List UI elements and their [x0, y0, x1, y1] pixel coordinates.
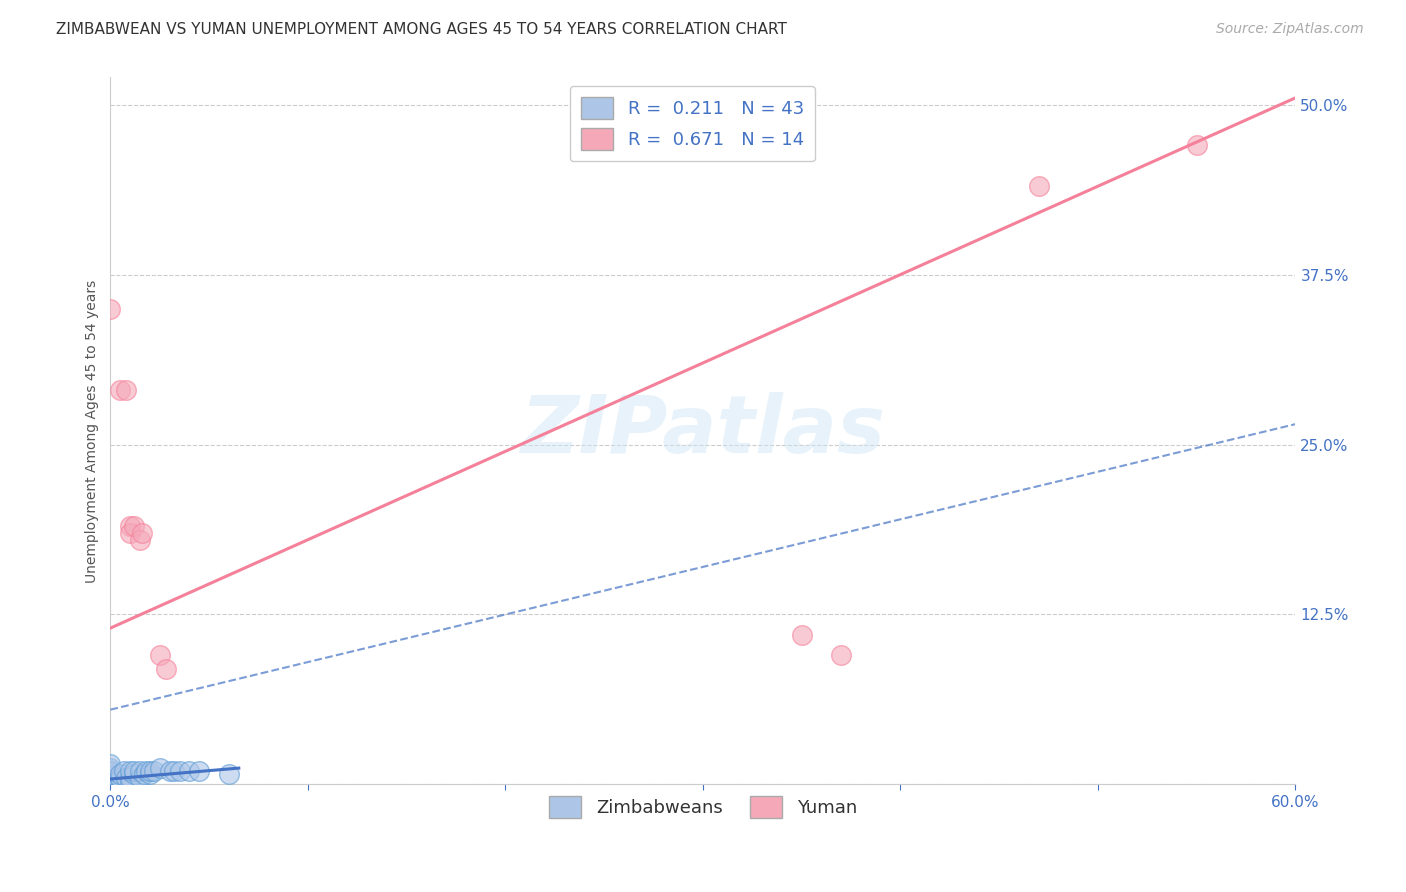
Point — [100, 301, 122, 316]
Point — [122, 519, 145, 533]
Point — [131, 525, 153, 540]
Point — [120, 777, 142, 791]
Point — [100, 771, 122, 785]
Text: ZIMBABWEAN VS YUMAN UNEMPLOYMENT AMONG AGES 45 TO 54 YEARS CORRELATION CHART: ZIMBABWEAN VS YUMAN UNEMPLOYMENT AMONG A… — [56, 22, 787, 37]
Point — [159, 764, 181, 778]
Point — [122, 764, 145, 778]
Point — [100, 757, 122, 772]
Point — [1185, 138, 1208, 153]
Point — [100, 766, 122, 780]
Point — [100, 777, 122, 791]
Point — [120, 771, 142, 785]
Point — [830, 648, 852, 663]
Y-axis label: Unemployment Among Ages 45 to 54 years: Unemployment Among Ages 45 to 54 years — [86, 279, 100, 582]
Point — [139, 764, 162, 778]
Point — [100, 764, 122, 778]
Point — [115, 383, 138, 397]
Point — [100, 777, 122, 791]
Point — [122, 766, 145, 780]
Point — [100, 766, 122, 780]
Point — [188, 764, 211, 778]
Point — [120, 764, 142, 778]
Point — [100, 771, 122, 785]
Point — [149, 648, 172, 663]
Text: Source: ZipAtlas.com: Source: ZipAtlas.com — [1216, 22, 1364, 37]
Point — [100, 777, 122, 791]
Legend: Zimbabweans, Yuman: Zimbabweans, Yuman — [541, 789, 865, 825]
Point — [155, 662, 177, 676]
Point — [100, 764, 122, 778]
Point — [132, 766, 155, 780]
Point — [100, 777, 122, 791]
Point — [100, 771, 122, 785]
Point — [100, 771, 122, 785]
Point — [120, 519, 142, 533]
Point — [149, 761, 172, 775]
Point — [142, 764, 165, 778]
Point — [169, 764, 191, 778]
Point — [139, 766, 162, 780]
Point — [129, 771, 152, 785]
Point — [1028, 179, 1050, 194]
Point — [100, 777, 122, 791]
Point — [110, 383, 132, 397]
Point — [110, 766, 132, 780]
Point — [120, 525, 142, 540]
Point — [100, 777, 122, 791]
Point — [100, 764, 122, 778]
Point — [129, 764, 152, 778]
Point — [100, 777, 122, 791]
Point — [218, 766, 240, 780]
Point — [112, 764, 135, 778]
Point — [115, 771, 138, 785]
Point — [179, 764, 201, 778]
Point — [100, 764, 122, 778]
Point — [110, 771, 132, 785]
Point — [100, 777, 122, 791]
Text: ZIPatlas: ZIPatlas — [520, 392, 886, 470]
Point — [790, 628, 813, 642]
Point — [129, 533, 152, 547]
Point — [100, 761, 122, 775]
Point — [135, 764, 157, 778]
Point — [162, 764, 184, 778]
